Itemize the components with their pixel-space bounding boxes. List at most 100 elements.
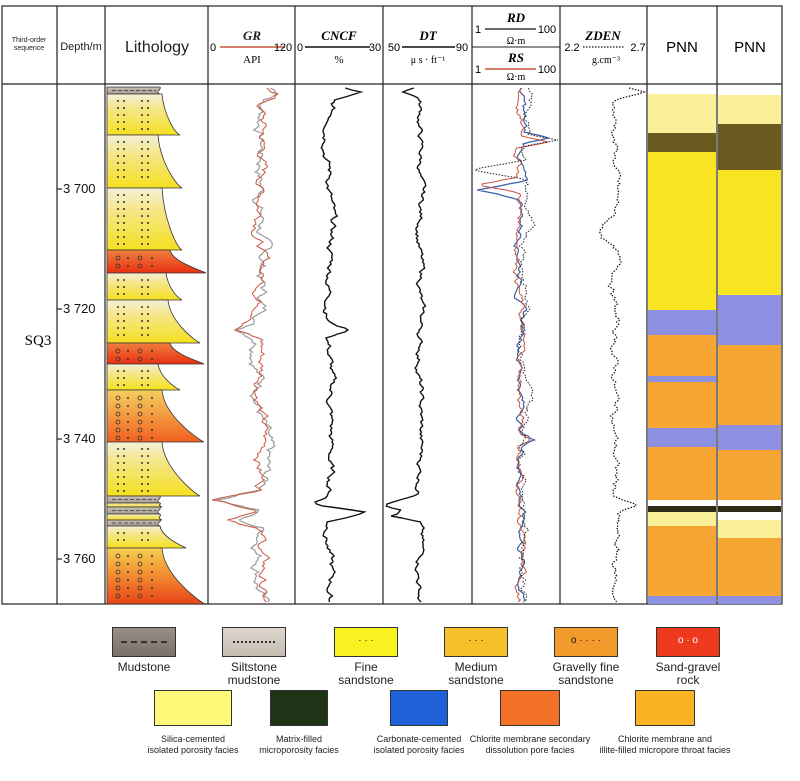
pnn-columns [648, 88, 781, 604]
svg-text:30: 30 [369, 42, 381, 54]
pnn1-band [648, 88, 716, 94]
chlorite-secondary-swatch [500, 690, 560, 726]
svg-text:Ω·m: Ω·m [507, 36, 526, 47]
fine-sandstone-bed [106, 134, 183, 189]
svg-text:100: 100 [538, 64, 556, 76]
svg-text:ZDEN: ZDEN [584, 28, 621, 43]
svg-text:CNCF: CNCF [321, 28, 357, 43]
depth-tick: 3 720 [63, 301, 96, 316]
pnn1-band [648, 506, 716, 512]
legend-label: Medium sandstone [448, 660, 504, 687]
pnn1-band [648, 133, 716, 152]
fine-sandstone-swatch: · · · [334, 627, 398, 657]
legend-label: Mudstone [117, 660, 171, 674]
svg-text:2.7: 2.7 [630, 42, 645, 54]
pnn2-band [718, 596, 781, 604]
silica-cemented-swatch [154, 690, 232, 726]
lithology-column [106, 86, 207, 605]
legend-item-silica-cemented: Silica-cemented isolated porosity facies [118, 690, 268, 756]
well-log-panel: Third-order sequence Depth/m Lithology GR… [1, 5, 783, 605]
svg-text:g.cm⁻³: g.cm⁻³ [592, 55, 620, 66]
legend-item-siltstone-mudstone: Siltstone mudstone [218, 627, 290, 687]
pnn1-band [648, 152, 716, 310]
depth-tick: 3 740 [63, 431, 96, 446]
medium-sandstone-swatch: · · · [444, 627, 508, 657]
legend-label: Matrix-filled microporosity facies [259, 734, 339, 755]
svg-text:Ω·m: Ω·m [507, 72, 526, 83]
gr-header: GR 0 120 API [210, 28, 292, 66]
rd-header: RD 1 100 Ω·m [475, 10, 556, 47]
siltstone-mudstone-swatch [222, 627, 286, 657]
pnn1-band [648, 376, 716, 382]
fine-sandstone-bed [106, 299, 201, 344]
svg-text:1: 1 [475, 64, 481, 76]
zden-curve [599, 87, 646, 603]
pnn2-band [718, 124, 781, 170]
pnn2-header: PNN [734, 39, 766, 56]
rs-header: RS 1 100 Ω·m [475, 50, 556, 83]
rs-curve [477, 87, 551, 603]
pnn1-band [648, 526, 716, 596]
pnn2-band [718, 512, 781, 520]
matrix-filled-swatch [270, 690, 328, 726]
pnn2-band [718, 450, 781, 500]
pnn1-band [648, 428, 716, 447]
pnn2-band [718, 295, 781, 345]
legend-item-medium-sandstone: · · · Medium sandstone [436, 627, 516, 687]
rd-curve [481, 87, 549, 603]
pnn1-band [648, 382, 716, 428]
sand-gravel-bed [106, 249, 207, 274]
pnn1-band [648, 310, 716, 335]
svg-text:API: API [243, 54, 261, 66]
pnn2-band [718, 88, 781, 95]
fine-sandstone-bed [106, 502, 163, 508]
fine-sandstone-bed [106, 525, 187, 549]
pnn1-band [648, 94, 716, 133]
svg-text:0: 0 [297, 42, 303, 54]
legend-label: Carbonate-cemented isolated porosity fac… [373, 734, 465, 755]
gravelly-fine-sandstone-bed [106, 389, 205, 443]
svg-text:GR: GR [243, 28, 261, 43]
sequence-header: Third-order sequence [12, 37, 47, 52]
svg-text:50: 50 [388, 42, 400, 54]
pnn1-header: PNN [666, 39, 698, 56]
legend-item-mudstone: Mudstone [108, 627, 180, 674]
gravelly-fine-sandstone-bed [106, 547, 206, 605]
column-dividers [56, 6, 718, 604]
carbonate-cemented-swatch [390, 690, 448, 726]
svg-text:90: 90 [456, 42, 468, 54]
pnn2-band [718, 95, 781, 124]
zden-header: ZDEN 2.2 2.7 g.cm⁻³ [564, 28, 645, 66]
legend-label: Fine sandstone [338, 660, 394, 687]
pnn1-band [648, 447, 716, 500]
legend-item-chlorite-secondary: Chlorite membrane secondary dissolution … [460, 690, 600, 756]
pnn1-band [648, 596, 716, 604]
pnn2-band [718, 506, 781, 512]
svg-text:RD: RD [506, 10, 526, 25]
svg-text:100: 100 [538, 24, 556, 36]
pnn2-band [718, 520, 781, 538]
svg-text:2.2: 2.2 [564, 42, 579, 54]
legend-item-fine-sandstone: · · · Fine sandstone [326, 627, 406, 687]
svg-text:0: 0 [210, 42, 216, 54]
depth-header: Depth/m [60, 41, 102, 53]
gr-curve-gray [216, 87, 279, 603]
pnn2-band [718, 500, 781, 506]
sand-gravel-rock-swatch: o · o [656, 627, 720, 657]
fine-sandstone-bed [106, 272, 183, 301]
legend-item-chlorite-illite: Chlorite membrane and illite-filled micr… [590, 690, 740, 756]
pnn2-band [718, 538, 781, 596]
gravelly-fine-sandstone-swatch: o · · · · [554, 627, 618, 657]
legend-label: Sand-gravel rock [655, 660, 721, 687]
svg-text:DT: DT [418, 28, 437, 43]
pnn2-band [718, 425, 781, 450]
svg-text:1: 1 [475, 24, 481, 36]
pnn1-band [648, 500, 716, 506]
rd-dotted-curve [473, 87, 559, 603]
svg-text:μ s · ft⁻¹: μ s · ft⁻¹ [411, 55, 445, 66]
svg-text:RS: RS [507, 50, 524, 65]
legend-item-gravelly-fine-sandstone: o · · · · Gravelly fine sandstone [540, 627, 632, 687]
lithology-header: Lithology [125, 39, 189, 56]
legend-item-sand-gravel-rock: o · o Sand-gravel rock [648, 627, 728, 687]
dt-curve [385, 87, 427, 603]
